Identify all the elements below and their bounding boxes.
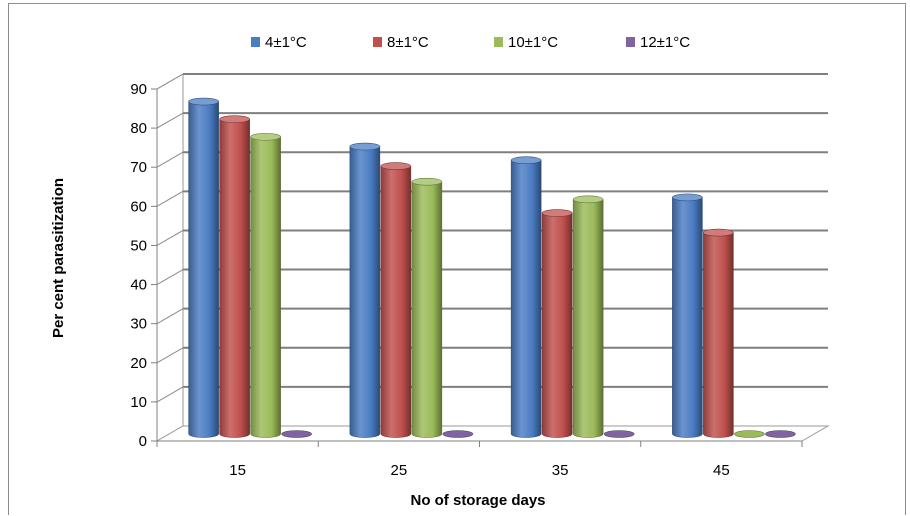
bar-top <box>541 209 573 217</box>
bar <box>219 115 250 438</box>
bar-body <box>250 136 281 438</box>
bar <box>765 430 796 438</box>
gridline-diag <box>156 386 184 403</box>
bar-top <box>349 142 381 151</box>
bar <box>734 430 765 438</box>
y-tick-label: 70 <box>130 159 147 176</box>
bar-top <box>672 193 703 202</box>
bar-body <box>349 146 381 438</box>
bar <box>188 97 219 438</box>
x-tick-label: 35 <box>552 462 569 479</box>
legend-item: 4±1°C <box>251 34 307 51</box>
bar <box>603 430 635 438</box>
bar <box>703 228 734 438</box>
bar-top <box>734 430 765 438</box>
bar <box>510 156 542 438</box>
y-tick-label: 30 <box>130 316 147 333</box>
bar-top <box>188 97 219 106</box>
bar-body <box>510 159 542 438</box>
legend-item: 10±1°C <box>494 34 558 51</box>
legend-label: 12±1°C <box>640 34 690 51</box>
bar-body <box>219 118 250 438</box>
bar <box>380 162 412 438</box>
bar-body <box>541 212 573 438</box>
x-axis-label: No of storage days <box>410 492 545 509</box>
bar-body <box>380 165 412 438</box>
bar-body <box>411 181 443 438</box>
gridline-diag <box>156 347 184 364</box>
gridline-diag <box>156 190 184 207</box>
bar <box>541 209 573 438</box>
bar <box>250 132 281 438</box>
bar <box>572 195 604 438</box>
y-tick-label: 80 <box>130 120 147 137</box>
y-tick-label: 20 <box>130 355 147 372</box>
bar-top <box>281 430 312 438</box>
bar-top <box>380 162 412 170</box>
y-tick-label: 60 <box>130 198 147 215</box>
bar-top <box>250 132 281 141</box>
bar-body <box>703 232 734 438</box>
y-tick-label: 0 <box>139 433 147 450</box>
x-tick-label: 15 <box>229 462 246 479</box>
y-axis-label: Per cent parasitization <box>50 178 67 338</box>
bar <box>349 142 381 438</box>
bar <box>411 177 443 438</box>
bar-top <box>572 195 604 204</box>
bar-top <box>510 156 542 165</box>
gridline-diag <box>156 230 184 246</box>
gridline-diag <box>156 112 184 129</box>
bar-body <box>572 199 604 438</box>
bar-top <box>219 115 250 123</box>
x-tick-label: 25 <box>391 462 408 479</box>
x-tick-label: 45 <box>713 462 730 479</box>
y-tick-label: 10 <box>130 394 147 411</box>
gridline-diag <box>156 269 184 285</box>
legend-item: 8±1°C <box>373 34 429 51</box>
legend-label: 10±1°C <box>508 34 558 51</box>
bar <box>672 193 703 438</box>
left-wall <box>156 73 184 442</box>
bar <box>442 430 474 438</box>
legend-swatch <box>251 37 260 47</box>
y-tick-label: 40 <box>130 277 147 294</box>
bar-top <box>411 177 443 186</box>
gridline-diag <box>156 151 184 168</box>
legend-label: 4±1°C <box>265 34 307 51</box>
bar-top <box>603 430 635 438</box>
bar-top <box>765 430 796 438</box>
legend-swatch <box>494 37 503 47</box>
gridline-diag <box>156 73 184 90</box>
bar-body <box>672 197 703 438</box>
gridline-diag <box>156 308 184 325</box>
chart-frame <box>8 3 906 515</box>
bar <box>281 430 312 438</box>
y-tick-label: 50 <box>130 237 147 254</box>
legend-swatch <box>373 37 382 47</box>
bar-top <box>442 430 474 438</box>
y-tick-label: 90 <box>130 81 147 98</box>
legend-swatch <box>626 37 635 47</box>
legend-item: 12±1°C <box>626 34 690 51</box>
bar-body <box>188 101 219 438</box>
legend-label: 8±1°C <box>387 34 429 51</box>
bar-top <box>703 228 734 237</box>
